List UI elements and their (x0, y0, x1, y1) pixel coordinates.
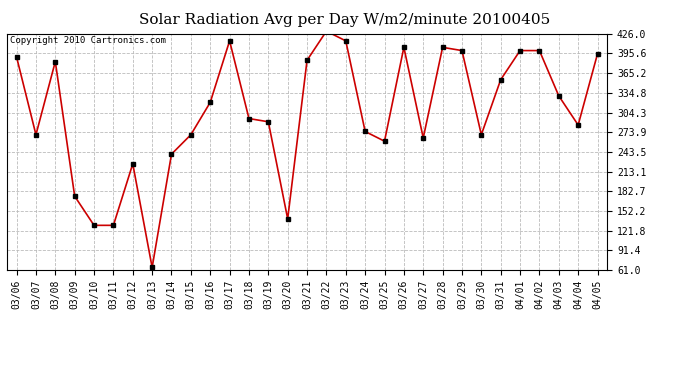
Text: Copyright 2010 Cartronics.com: Copyright 2010 Cartronics.com (10, 36, 166, 45)
Text: Solar Radiation Avg per Day W/m2/minute 20100405: Solar Radiation Avg per Day W/m2/minute … (139, 13, 551, 27)
